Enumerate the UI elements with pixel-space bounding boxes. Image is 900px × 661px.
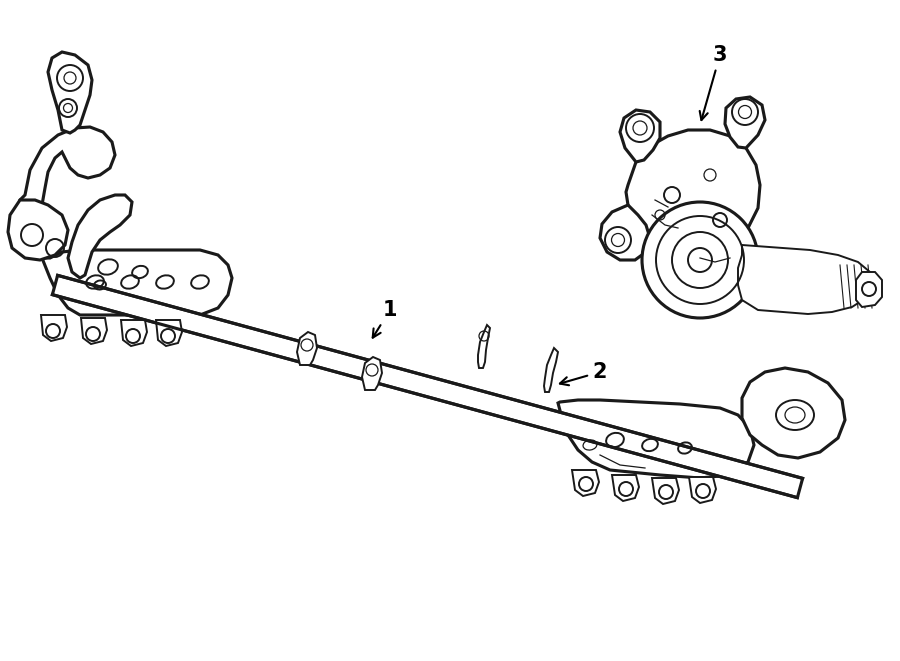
Polygon shape <box>725 97 765 148</box>
Polygon shape <box>20 127 115 215</box>
Polygon shape <box>738 245 872 314</box>
Text: 2: 2 <box>560 362 608 385</box>
Polygon shape <box>742 368 845 458</box>
Circle shape <box>642 202 758 318</box>
Polygon shape <box>297 332 317 365</box>
Polygon shape <box>362 357 382 390</box>
Text: 3: 3 <box>699 45 727 120</box>
Polygon shape <box>856 272 882 307</box>
Polygon shape <box>81 318 107 344</box>
Polygon shape <box>572 470 599 496</box>
Polygon shape <box>52 276 803 498</box>
Polygon shape <box>612 475 639 501</box>
Polygon shape <box>121 320 147 346</box>
Polygon shape <box>544 348 558 392</box>
Polygon shape <box>8 200 68 260</box>
Polygon shape <box>626 130 760 252</box>
Polygon shape <box>652 478 679 504</box>
Polygon shape <box>689 477 716 503</box>
Polygon shape <box>620 110 660 162</box>
Polygon shape <box>41 315 67 341</box>
Polygon shape <box>478 325 490 368</box>
Polygon shape <box>558 400 754 478</box>
Polygon shape <box>48 52 92 133</box>
Polygon shape <box>68 195 132 278</box>
Polygon shape <box>156 320 182 346</box>
Polygon shape <box>600 205 650 260</box>
Text: 1: 1 <box>373 300 397 338</box>
Polygon shape <box>42 250 232 315</box>
